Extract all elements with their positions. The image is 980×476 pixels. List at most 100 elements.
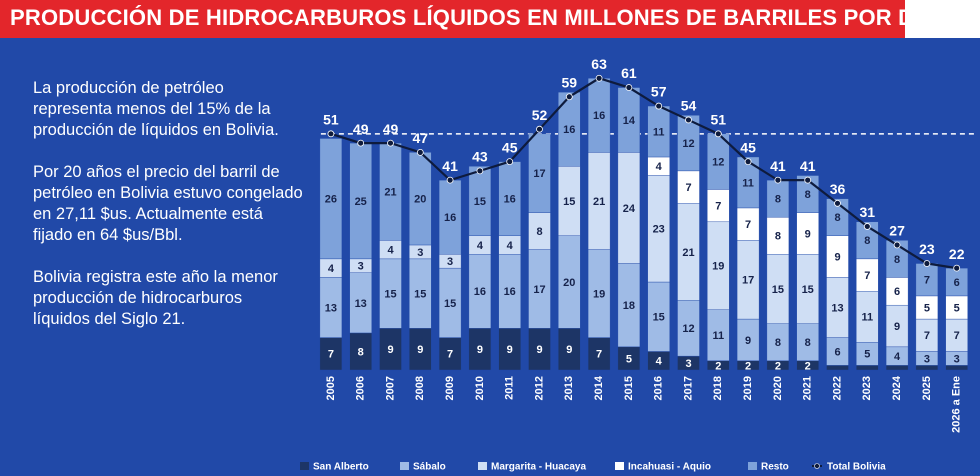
data-label: 9 xyxy=(566,344,572,356)
x-tick-label: 2008 xyxy=(414,376,426,400)
data-label: 7 xyxy=(954,330,960,342)
data-label: 3 xyxy=(358,261,364,273)
x-tick-label: 2012 xyxy=(533,376,545,400)
data-label: 4 xyxy=(387,245,394,257)
total-label: 47 xyxy=(413,130,429,146)
total-point xyxy=(714,130,722,138)
data-label: 15 xyxy=(384,288,396,300)
data-label: 6 xyxy=(834,346,840,358)
data-label: 7 xyxy=(864,270,870,282)
title-banner: PRODUCCIÓN DE HIDROCARBUROS LÍQUIDOS EN … xyxy=(0,0,937,38)
data-label: 9 xyxy=(894,321,900,333)
data-label: 8 xyxy=(894,254,900,266)
data-label: 3 xyxy=(924,353,930,365)
data-label: 6 xyxy=(954,277,960,289)
total-point xyxy=(685,116,692,124)
data-label: 8 xyxy=(775,231,781,243)
total-label: 27 xyxy=(889,223,905,239)
total-label: 36 xyxy=(830,181,846,197)
data-label: 7 xyxy=(596,349,602,361)
total-label: 22 xyxy=(949,246,965,262)
data-label: 5 xyxy=(924,302,930,314)
legend-label: Sábalo xyxy=(413,462,446,473)
data-label: 8 xyxy=(805,337,811,349)
total-point xyxy=(744,158,752,166)
total-label: 49 xyxy=(353,121,369,137)
legend-swatch xyxy=(615,462,624,470)
x-tick-label: 2006 xyxy=(355,376,367,400)
data-label: 15 xyxy=(772,284,784,296)
data-label: 24 xyxy=(623,203,636,215)
legend-swatch xyxy=(400,462,409,470)
data-label: 9 xyxy=(536,344,542,356)
total-point xyxy=(655,102,663,110)
data-label: 9 xyxy=(417,344,423,356)
data-label: 4 xyxy=(328,263,335,275)
total-point xyxy=(446,176,454,184)
data-label: 13 xyxy=(325,302,337,314)
x-tick-label: 2011 xyxy=(504,376,516,400)
x-tick-label: 2023 xyxy=(861,376,873,400)
total-point xyxy=(387,139,394,147)
chart-title: PRODUCCIÓN DE HIDROCARBUROS LÍQUIDOS EN … xyxy=(10,5,937,30)
total-label: 41 xyxy=(800,158,816,174)
total-label: 51 xyxy=(323,112,339,128)
notes: La producción de petróleo representa men… xyxy=(33,78,303,351)
data-label: 8 xyxy=(775,337,781,349)
data-label: 2 xyxy=(805,360,811,372)
x-tick-label: 2005 xyxy=(325,376,337,400)
data-label: 9 xyxy=(387,344,393,356)
data-label: 21 xyxy=(384,187,396,199)
total-point xyxy=(923,260,931,267)
data-label: 2 xyxy=(745,360,751,372)
legend-swatch xyxy=(478,462,487,470)
total-label: 57 xyxy=(651,84,667,100)
legend-label: Margarita - Huacaya xyxy=(491,462,586,473)
note: Bolivia registra este año la menor produ… xyxy=(33,268,278,328)
total-point xyxy=(774,176,782,184)
total-line xyxy=(330,77,957,270)
data-label: 7 xyxy=(715,201,721,213)
bar-segment xyxy=(736,156,760,209)
data-label: 9 xyxy=(805,228,811,240)
data-label: 17 xyxy=(533,168,545,180)
data-label: 13 xyxy=(831,302,843,314)
total-label: 45 xyxy=(502,139,518,155)
data-label: 19 xyxy=(712,261,724,273)
x-tick-label: 2017 xyxy=(682,376,694,400)
data-label: 20 xyxy=(563,277,575,289)
data-label: 16 xyxy=(474,286,486,298)
data-label: 7 xyxy=(685,182,691,194)
x-tick-label: 2020 xyxy=(772,376,784,400)
note: Por 20 años el precio del barril de petr… xyxy=(33,163,303,244)
total-point xyxy=(625,84,633,91)
x-tick-label: 2013 xyxy=(563,376,575,400)
data-label: 7 xyxy=(924,275,930,287)
bar-segment xyxy=(826,365,849,371)
data-label: 8 xyxy=(775,194,781,206)
data-label: 13 xyxy=(355,298,367,310)
data-label: 6 xyxy=(894,286,900,298)
data-label: 17 xyxy=(533,284,545,296)
total-label: 45 xyxy=(740,139,756,155)
data-label: 12 xyxy=(712,157,724,169)
total-point xyxy=(416,148,424,156)
total-point xyxy=(506,158,514,166)
data-label: 15 xyxy=(563,196,575,208)
data-label: 7 xyxy=(328,349,334,361)
data-label: 16 xyxy=(563,124,575,136)
total-label: 51 xyxy=(711,112,727,128)
total-point xyxy=(357,139,365,147)
data-label: 8 xyxy=(834,212,840,224)
data-label: 5 xyxy=(864,349,870,361)
x-tick-label: 2009 xyxy=(444,376,456,400)
total-label: 23 xyxy=(919,241,935,257)
data-label: 15 xyxy=(653,312,665,324)
data-label: 15 xyxy=(414,288,426,300)
data-label: 15 xyxy=(802,284,814,296)
data-label: 12 xyxy=(682,138,694,150)
bar-segment xyxy=(915,365,939,371)
data-label: 4 xyxy=(656,356,663,368)
data-label: 16 xyxy=(504,194,516,206)
